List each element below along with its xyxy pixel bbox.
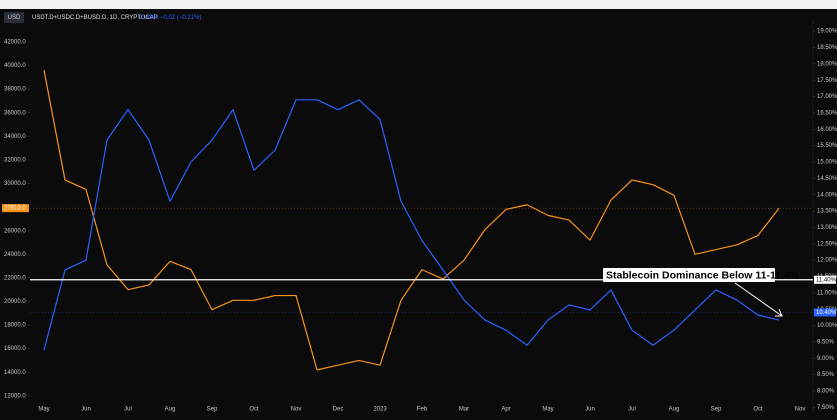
x-tick-label: Sep [207,407,218,413]
y-tick-label: 22000.0 [4,275,26,281]
y2-tick-label: 11.00% [817,290,837,296]
y2-tick-label: 14.50% [817,176,837,182]
x-tick-label: Aug [669,407,680,413]
series-line [43,70,780,371]
y-tick-label: 40000.0 [4,63,26,69]
y2-tick-label: 8.00% [817,389,835,395]
x-tick-label: Sep [711,407,722,413]
y-tick-label: 32000.0 [4,157,26,163]
currency: USD [8,15,21,21]
level-tag-label: 11.40% [816,277,837,283]
y-tick-label: 14000.0 [4,370,26,376]
y2-tick-label: 7.50% [817,405,835,411]
x-tick-label: 2023 [373,407,387,413]
y2-tick-label: 13.00% [817,225,837,231]
y2-tick-label: 16.00% [817,127,837,133]
y2-tick-label: 18.00% [817,61,837,67]
y2-tick-label: 12.50% [817,241,837,247]
value-tag [2,204,29,213]
y-tick-label: 34000.0 [4,134,26,140]
y2-tick-label: 18.50% [817,45,837,51]
y-tick-label: 30000.0 [4,181,26,187]
y-tick-label: 42000.0 [4,40,26,46]
x-tick-label: Mar [459,407,469,413]
value-tag [814,308,836,317]
y2-tick-label: 13.50% [817,209,837,215]
annotation-arrow [734,282,783,317]
x-tick-label: Jun [585,407,595,413]
annotation-box [603,268,775,282]
x-tick-label: Aug [165,407,176,413]
x-tick-label: Feb [417,407,428,413]
y-tick-label: 16000.0 [4,346,26,352]
y-tick-label: 26000.0 [4,228,26,234]
annotation: Stablecoin Dominance Below 11-11.4% [606,269,800,281]
y2-tick-label: 19.00% [817,29,837,35]
y2-tick-label: 9.50% [817,340,835,346]
x-tick-label: Oct [753,407,763,413]
x-tick-label: May [542,407,553,413]
value-tag-label: 27910.0 [4,206,26,212]
y2-tick-label: 17.50% [817,78,837,84]
y2-tick-label: 15.00% [817,160,837,166]
y2-tick-label: 16.50% [817,110,837,116]
y2-tick-label: 12.00% [817,258,837,264]
chart-subtitle: 10.40% −0.02 (−0.21%) [138,15,201,21]
x-tick-label: Jul [124,407,132,413]
x-tick-label: Dec [333,407,344,413]
level-tag [814,275,836,284]
y2-tick-label: 10.00% [817,323,837,329]
y-tick-label: 12000.0 [4,393,26,399]
x-tick-label: Nov [795,407,806,413]
x-tick-label: Jul [628,407,636,413]
x-tick-label: May [38,407,49,413]
x-tick-label: Jun [81,407,91,413]
y2-tick-label: 17.00% [817,94,837,100]
x-tick-label: Oct [249,407,259,413]
currency-box [4,12,24,23]
y-tick-label: 20000.0 [4,299,26,305]
y-tick-label: 38000.0 [4,87,26,93]
y-tick-label: 18000.0 [4,323,26,329]
series-line [43,99,780,351]
x-tick-label: Apr [501,407,510,413]
chart-title: USDT.D+USDC.D+BUSD.D, 1D, CRYPTOCAP [32,15,158,21]
y2-tick-label: 9.00% [817,356,835,362]
y2-tick-label: 15.50% [817,143,837,149]
top-bar [0,0,837,9]
y2-tick-label: 8.50% [817,372,835,378]
value-tag-label: 10.40% [816,310,837,316]
y2-tick-label: 14.00% [817,192,837,198]
y-tick-label: 36000.0 [4,110,26,116]
x-tick-label: Nov [291,407,302,413]
y-tick-label: 24000.0 [4,252,26,258]
